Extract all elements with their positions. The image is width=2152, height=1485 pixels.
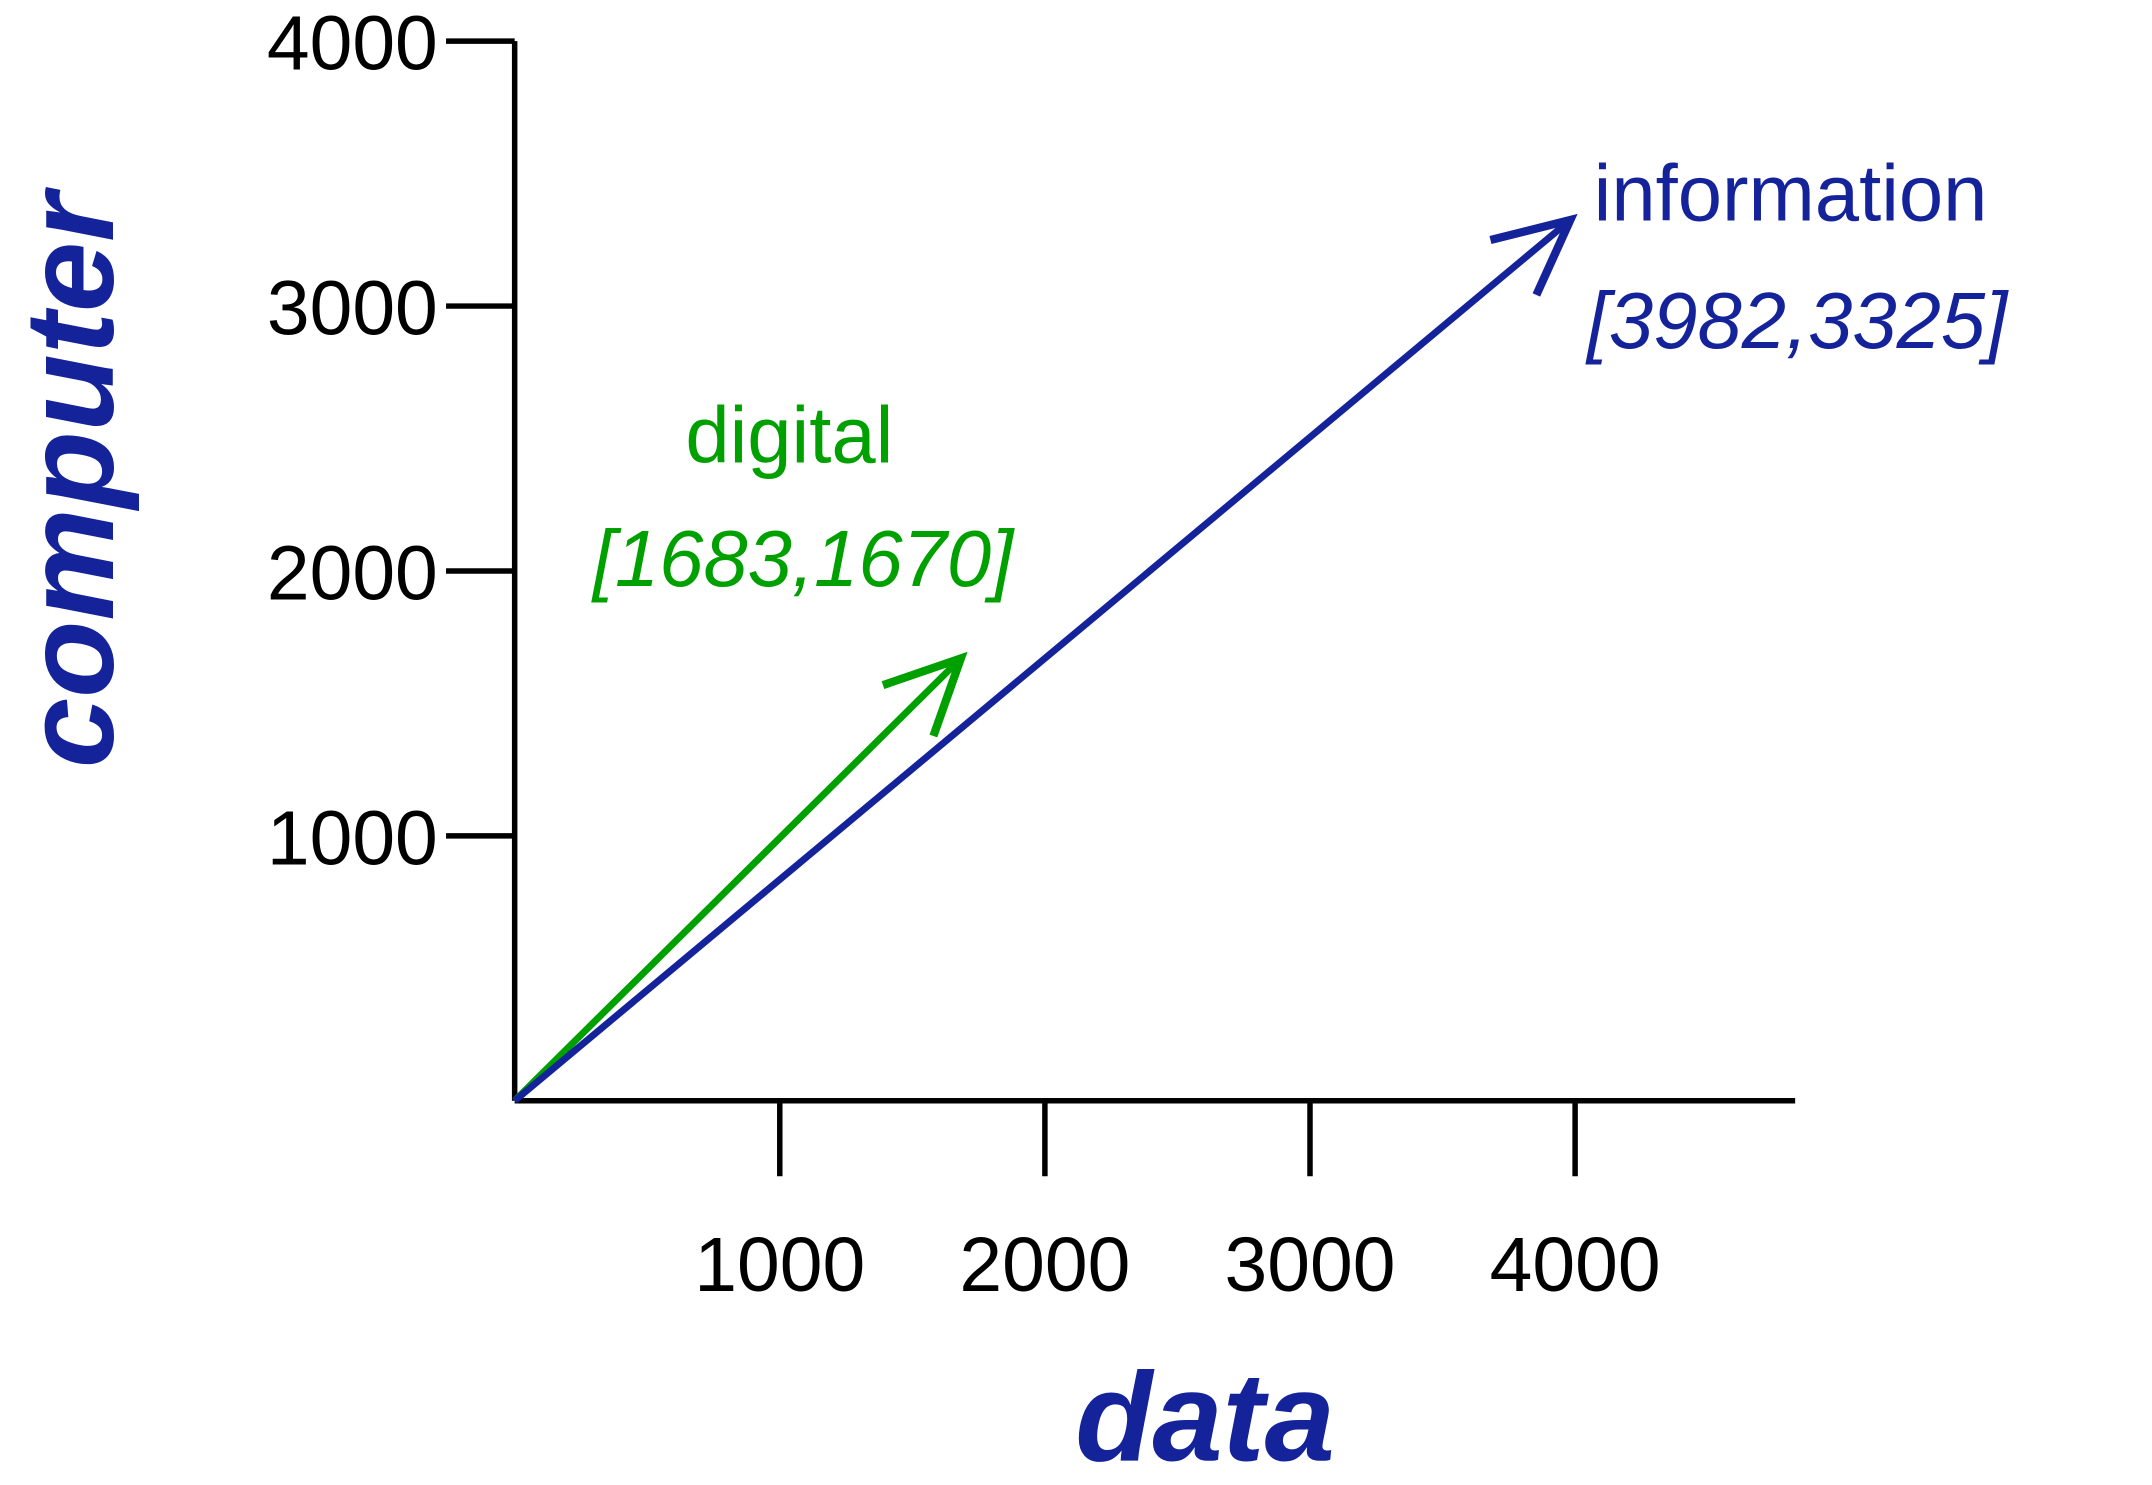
vector-arrow: [512, 655, 964, 1104]
y-tick-label: 4000: [267, 1, 438, 87]
vector-arrow: [512, 217, 1573, 1104]
vector-value-label: [1683,1670]: [591, 514, 1015, 603]
vector-value-label: [3982,3325]: [1585, 276, 2009, 365]
y-axis-title: computer: [0, 187, 140, 768]
x-tick-label: 3000: [1225, 1222, 1396, 1308]
x-tick-label: 1000: [694, 1222, 865, 1308]
y-tick-label: 2000: [267, 530, 438, 616]
arrow-head: [881, 651, 968, 738]
x-tick-label: 2000: [959, 1222, 1130, 1308]
y-tick-label: 1000: [267, 795, 438, 881]
y-tick-label: 3000: [267, 266, 438, 352]
vector-name: information: [1594, 148, 1988, 237]
arrow-head: [1489, 213, 1578, 297]
vector-name: digital: [685, 391, 893, 480]
x-tick-label: 4000: [1490, 1222, 1661, 1308]
x-axis-title: data: [1075, 1347, 1335, 1485]
